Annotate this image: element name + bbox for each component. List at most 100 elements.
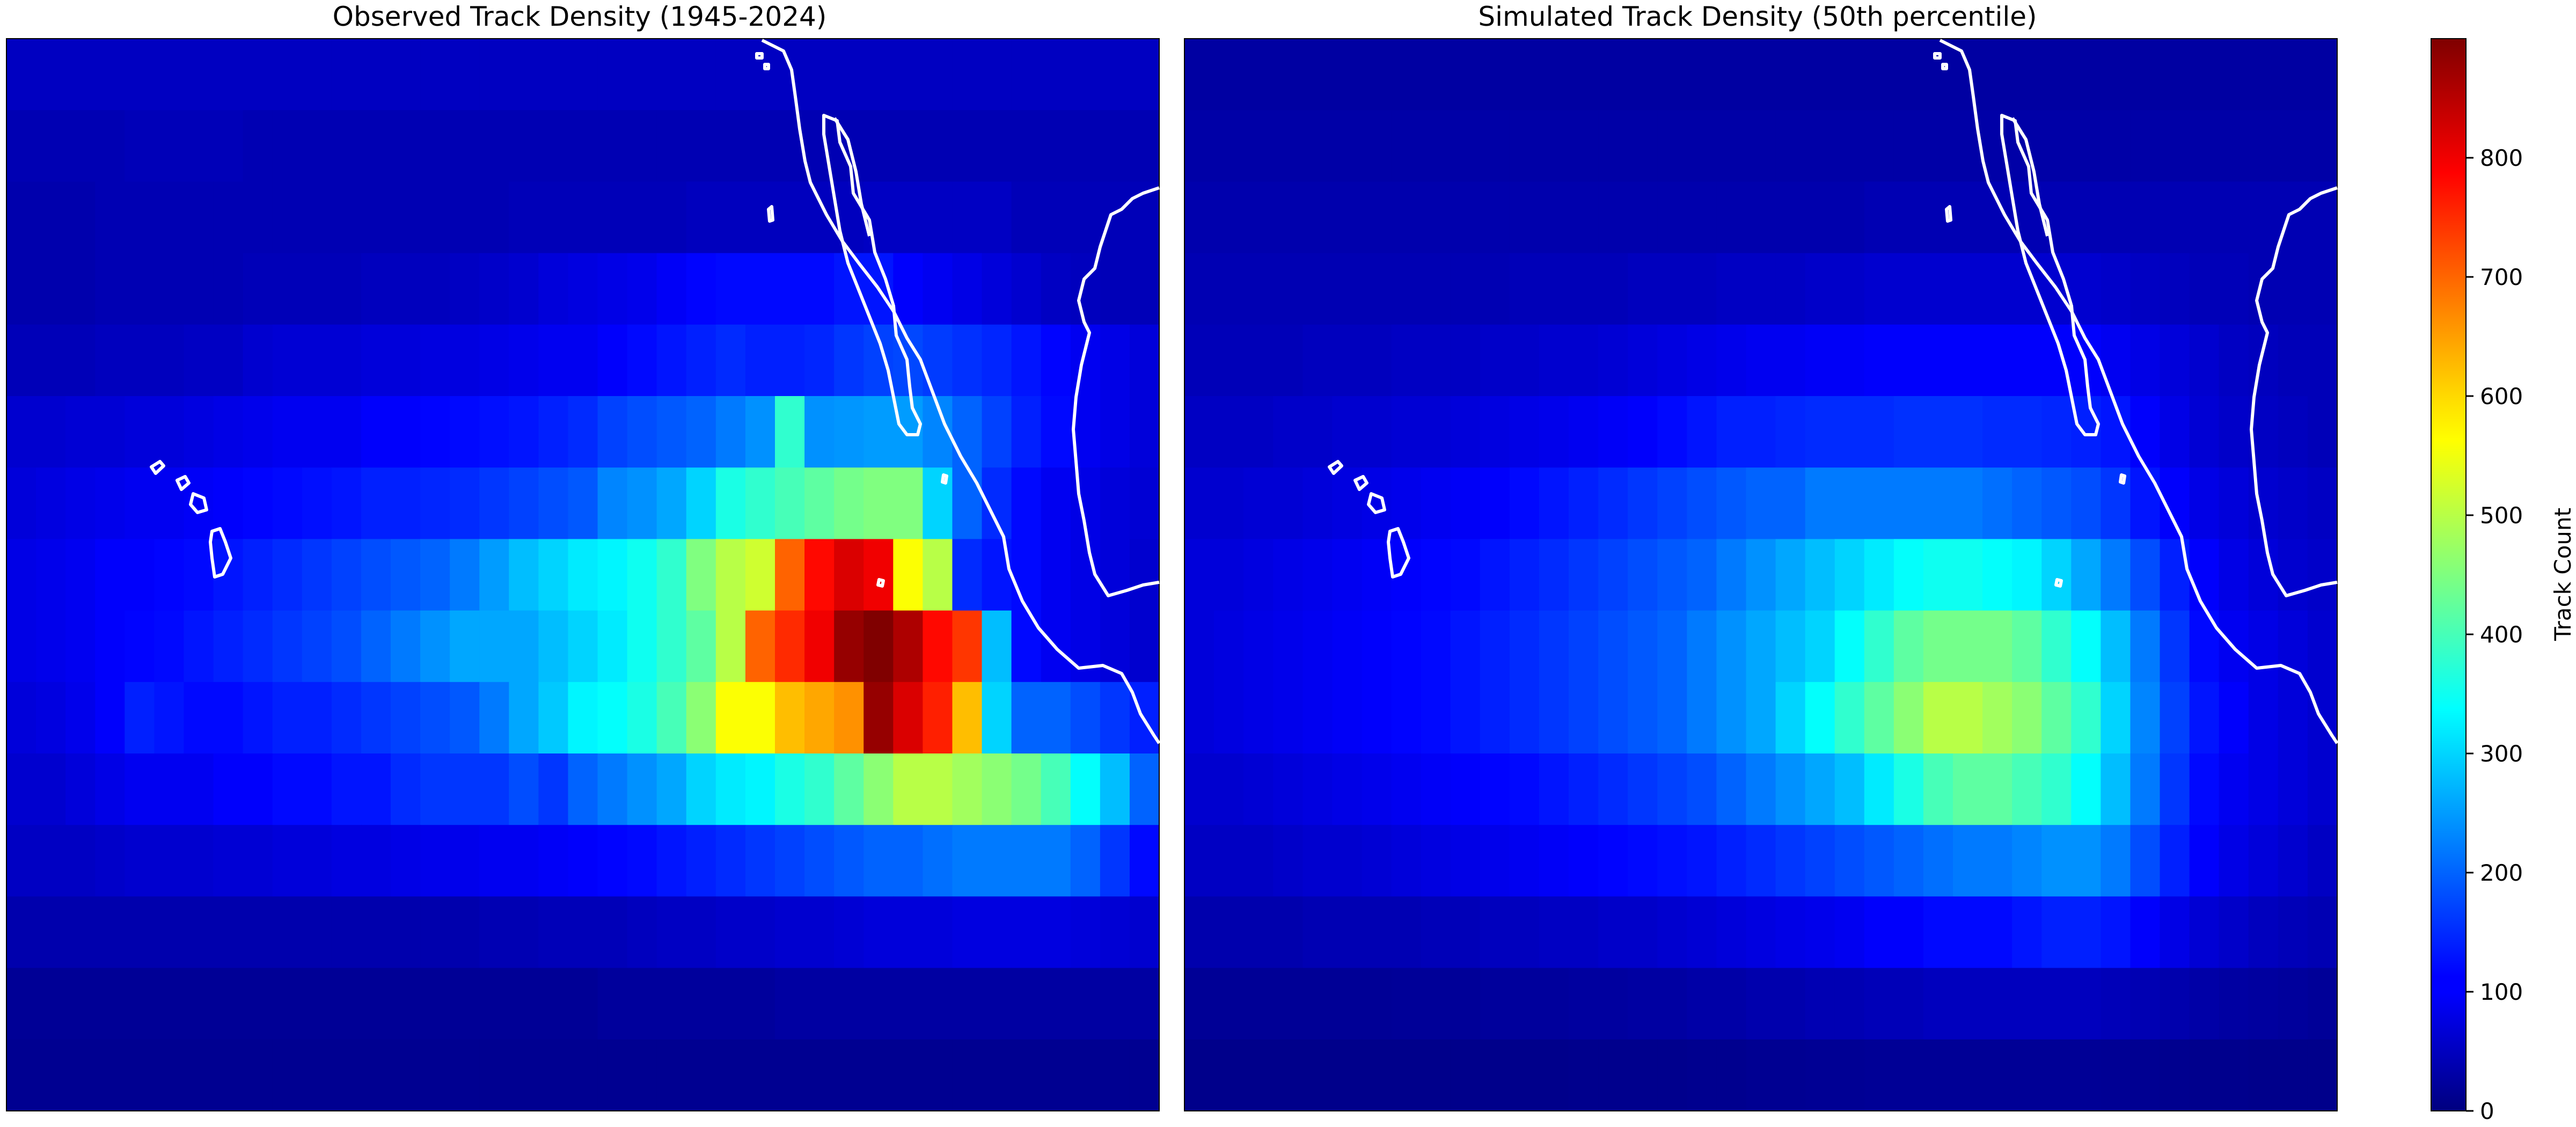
heatmap-cell	[863, 610, 894, 683]
heatmap-cell	[1480, 253, 1510, 325]
simulated-hawaii-3	[1367, 492, 1386, 514]
heatmap-cell	[1391, 1039, 1422, 1111]
heatmap-cell	[1011, 467, 1042, 539]
heatmap-cell	[1598, 539, 1628, 611]
heatmap-cell	[1746, 396, 1776, 468]
heatmap-cell	[893, 753, 923, 825]
heatmap-cell	[2189, 825, 2220, 897]
heatmap-cell	[2130, 968, 2161, 1040]
heatmap-cell	[627, 253, 657, 325]
heatmap-cell	[952, 396, 983, 468]
heatmap-cell	[509, 896, 539, 969]
heatmap-cell	[1362, 896, 1392, 969]
heatmap-cell	[361, 110, 391, 182]
heatmap-cell	[2130, 324, 2161, 397]
heatmap-cell	[1450, 753, 1481, 825]
heatmap-cell	[1243, 825, 1274, 897]
heatmap-cell	[1982, 324, 2012, 397]
heatmap-cell	[2130, 539, 2161, 611]
observed-gulf-coast	[833, 117, 871, 237]
heatmap-cell	[1332, 753, 1363, 825]
heatmap-cell	[2071, 753, 2101, 825]
heatmap-cell	[745, 396, 775, 468]
heatmap-cell	[1893, 1039, 1924, 1111]
heatmap-cell	[2248, 110, 2279, 182]
heatmap-cell	[6, 1039, 36, 1111]
heatmap-cell	[65, 1039, 96, 1111]
heatmap-cell	[213, 110, 244, 182]
heatmap-cell	[6, 39, 36, 111]
heatmap-cell	[1273, 253, 1303, 325]
heatmap-cell	[1598, 467, 1628, 539]
heatmap-cell	[538, 39, 569, 111]
heatmap-cell	[1480, 181, 1510, 254]
heatmap-cell	[2189, 181, 2220, 254]
heatmap-cell	[1184, 539, 1214, 611]
heatmap-cell	[1923, 110, 1953, 182]
heatmap-cell	[834, 324, 864, 397]
heatmap-cell	[2307, 1039, 2338, 1111]
heatmap-cell	[715, 39, 746, 111]
heatmap-cell	[2189, 896, 2220, 969]
heatmap-cell	[627, 396, 657, 468]
heatmap-cell	[1302, 1039, 1333, 1111]
heatmap-cell	[1834, 968, 1865, 1040]
heatmap-cell	[1598, 253, 1628, 325]
heatmap-cell	[184, 968, 214, 1040]
heatmap-cell	[1569, 324, 1599, 397]
heatmap-cell	[1100, 467, 1130, 539]
colorbar-tick-label: 800	[2480, 145, 2523, 171]
heatmap-cell	[1273, 39, 1303, 111]
heatmap-cell	[1450, 610, 1481, 683]
heatmap-cell	[1569, 1039, 1599, 1111]
heatmap-cell	[1864, 324, 1894, 397]
heatmap-cell	[923, 467, 953, 539]
heatmap-cell	[952, 968, 983, 1040]
heatmap-cell	[361, 181, 391, 254]
heatmap-cell	[6, 968, 36, 1040]
heatmap-cell	[2278, 39, 2308, 111]
heatmap-cell	[2130, 896, 2161, 969]
heatmap-cell	[2189, 324, 2220, 397]
heatmap-cell	[1539, 1039, 1569, 1111]
heatmap-cell	[1982, 896, 2012, 969]
heatmap-cell	[2160, 682, 2190, 754]
heatmap-cell	[1746, 896, 1776, 969]
heatmap-cell	[597, 682, 628, 754]
heatmap-cell	[2071, 682, 2101, 754]
heatmap-cell	[538, 682, 569, 754]
heatmap-cell	[272, 610, 303, 683]
heatmap-cell	[1480, 539, 1510, 611]
heatmap-cell	[1598, 896, 1628, 969]
heatmap-cell	[2160, 896, 2190, 969]
heatmap-cell	[1332, 324, 1363, 397]
heatmap-cell	[745, 39, 775, 111]
heatmap-cell	[1716, 324, 1747, 397]
heatmap-cell	[2278, 753, 2308, 825]
heatmap-cell	[1746, 324, 1776, 397]
heatmap-cell	[6, 753, 36, 825]
heatmap-cell	[1953, 396, 1983, 468]
heatmap-cell	[2307, 467, 2338, 539]
heatmap-cell	[479, 110, 509, 182]
heatmap-cell	[1041, 467, 1071, 539]
heatmap-cell	[65, 396, 96, 468]
heatmap-cell	[2130, 610, 2161, 683]
heatmap-cell	[302, 896, 332, 969]
heatmap-cell	[1129, 539, 1160, 611]
heatmap-cell	[1070, 753, 1101, 825]
heatmap-cell	[1746, 181, 1776, 254]
heatmap-cell	[2130, 110, 2161, 182]
heatmap-cell	[1982, 1039, 2012, 1111]
heatmap-cell	[2189, 1039, 2220, 1111]
heatmap-cell	[1687, 467, 1717, 539]
heatmap-cell	[331, 610, 362, 683]
heatmap-cell	[1332, 610, 1363, 683]
heatmap-cell	[686, 682, 716, 754]
heatmap-cell	[184, 467, 214, 539]
heatmap-cell	[272, 181, 303, 254]
heatmap-cell	[2101, 39, 2131, 111]
heatmap-cell	[213, 896, 244, 969]
heatmap-cell	[1184, 1039, 1214, 1111]
heatmap-cell	[538, 110, 569, 182]
